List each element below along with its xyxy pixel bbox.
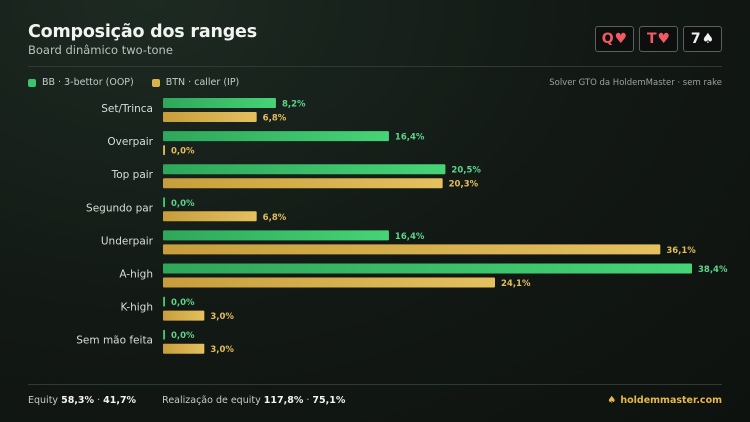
realization-separator: · bbox=[303, 395, 313, 406]
data-label-bb: 8,2% bbox=[282, 100, 306, 110]
data-label-btn: 6,8% bbox=[263, 114, 287, 124]
category-label: Overpair bbox=[107, 136, 153, 148]
data-label-btn: 3,0% bbox=[210, 312, 234, 322]
bar-bb bbox=[163, 197, 165, 208]
bar-btn bbox=[163, 277, 496, 288]
bar-bb bbox=[163, 329, 165, 340]
bar-bb bbox=[163, 263, 692, 274]
board-card: Q ♥ bbox=[595, 26, 634, 52]
card-rank: T bbox=[646, 31, 657, 47]
bar-bb bbox=[163, 230, 389, 241]
legend-label-btn: BTN · caller (IP) bbox=[165, 77, 240, 88]
data-label-bb: 16,4% bbox=[395, 232, 425, 242]
equity-value-btn: 41,7% bbox=[103, 395, 137, 406]
data-label-bb: 0,0% bbox=[171, 298, 195, 308]
data-label-btn: 6,8% bbox=[263, 213, 287, 223]
data-label-btn: 3,0% bbox=[210, 345, 234, 355]
spade-icon: ♠ bbox=[701, 31, 715, 47]
legend-item-btn: BTN · caller (IP) bbox=[151, 77, 240, 88]
bar-bb bbox=[163, 164, 446, 175]
legend-swatch-bb bbox=[28, 78, 36, 87]
equity-value-bb: 58,3% bbox=[61, 395, 95, 406]
legend-label-bb: BB · 3-bettor (OOP) bbox=[42, 77, 134, 88]
bar-btn bbox=[163, 244, 661, 255]
header-divider bbox=[28, 66, 722, 67]
data-label-bb: 0,0% bbox=[171, 331, 195, 341]
page-title: Composição dos ranges bbox=[28, 22, 257, 42]
category-label: A-high bbox=[119, 269, 153, 281]
brand-label: holdemmaster.com bbox=[620, 395, 722, 406]
realization-label: Realização de equity bbox=[162, 395, 261, 406]
range-composition-chart: Set/Trinca 8,2% 6,8% Overpair 16,4% 0,0% Top p… bbox=[76, 98, 728, 355]
spade-icon: ♠ bbox=[607, 395, 617, 406]
card-rank: Q bbox=[601, 31, 614, 47]
realization-value-btn: 75,1% bbox=[312, 395, 346, 406]
board-cards: Q ♥ T ♥ 7 ♠ bbox=[595, 26, 722, 52]
data-label-btn: 20,3% bbox=[449, 180, 479, 190]
equity-label: Equity bbox=[28, 395, 59, 406]
legend-item-bb: BB · 3-bettor (OOP) bbox=[28, 77, 134, 88]
data-label-bb: 38,4% bbox=[698, 265, 728, 275]
category-label: Underpair bbox=[101, 235, 154, 247]
data-label-bb: 0,0% bbox=[171, 199, 195, 209]
data-label-bb: 16,4% bbox=[395, 133, 425, 143]
data-label-btn: 24,1% bbox=[501, 279, 531, 289]
category-label: K-high bbox=[121, 302, 153, 314]
legend-swatch-btn bbox=[151, 78, 160, 87]
bar-btn bbox=[163, 145, 165, 156]
data-label-btn: 0,0% bbox=[171, 147, 195, 157]
source-note: Solver GTO da HoldemMaster · sem rake bbox=[549, 78, 722, 88]
category-label: Top pair bbox=[111, 169, 154, 181]
realization-value-bb: 117,8% bbox=[263, 395, 304, 406]
heart-icon: ♥ bbox=[614, 31, 628, 47]
brand-link[interactable]: ♠ holdemmaster.com bbox=[607, 395, 722, 406]
data-label-btn: 36,1% bbox=[666, 246, 696, 256]
bar-btn bbox=[163, 310, 205, 321]
bar-btn bbox=[163, 112, 257, 122]
bar-bb bbox=[163, 296, 165, 307]
bar-btn bbox=[163, 211, 257, 222]
equity-summary: Equity 58,3% · 41,7% Realização de equit… bbox=[28, 395, 345, 406]
page-subtitle: Board dinâmico two-tone bbox=[28, 43, 173, 57]
board-card: 7 ♠ bbox=[683, 26, 722, 52]
data-label-bb: 20,5% bbox=[451, 166, 481, 176]
heart-icon: ♥ bbox=[657, 31, 671, 47]
category-label: Segundo par bbox=[86, 202, 154, 214]
chart-legend: BB · 3-bettor (OOP) BTN · caller (IP) bbox=[28, 77, 257, 88]
card-rank: 7 bbox=[690, 31, 701, 47]
footer-divider bbox=[28, 384, 722, 385]
bar-btn bbox=[163, 343, 205, 354]
bar-btn bbox=[163, 178, 443, 189]
category-label: Set/Trinca bbox=[101, 103, 153, 115]
bar-bb bbox=[163, 98, 276, 108]
category-label: Sem mão feita bbox=[76, 335, 153, 347]
board-card: T ♥ bbox=[639, 26, 678, 52]
bar-bb bbox=[163, 131, 389, 142]
equity-separator: · bbox=[94, 395, 104, 406]
